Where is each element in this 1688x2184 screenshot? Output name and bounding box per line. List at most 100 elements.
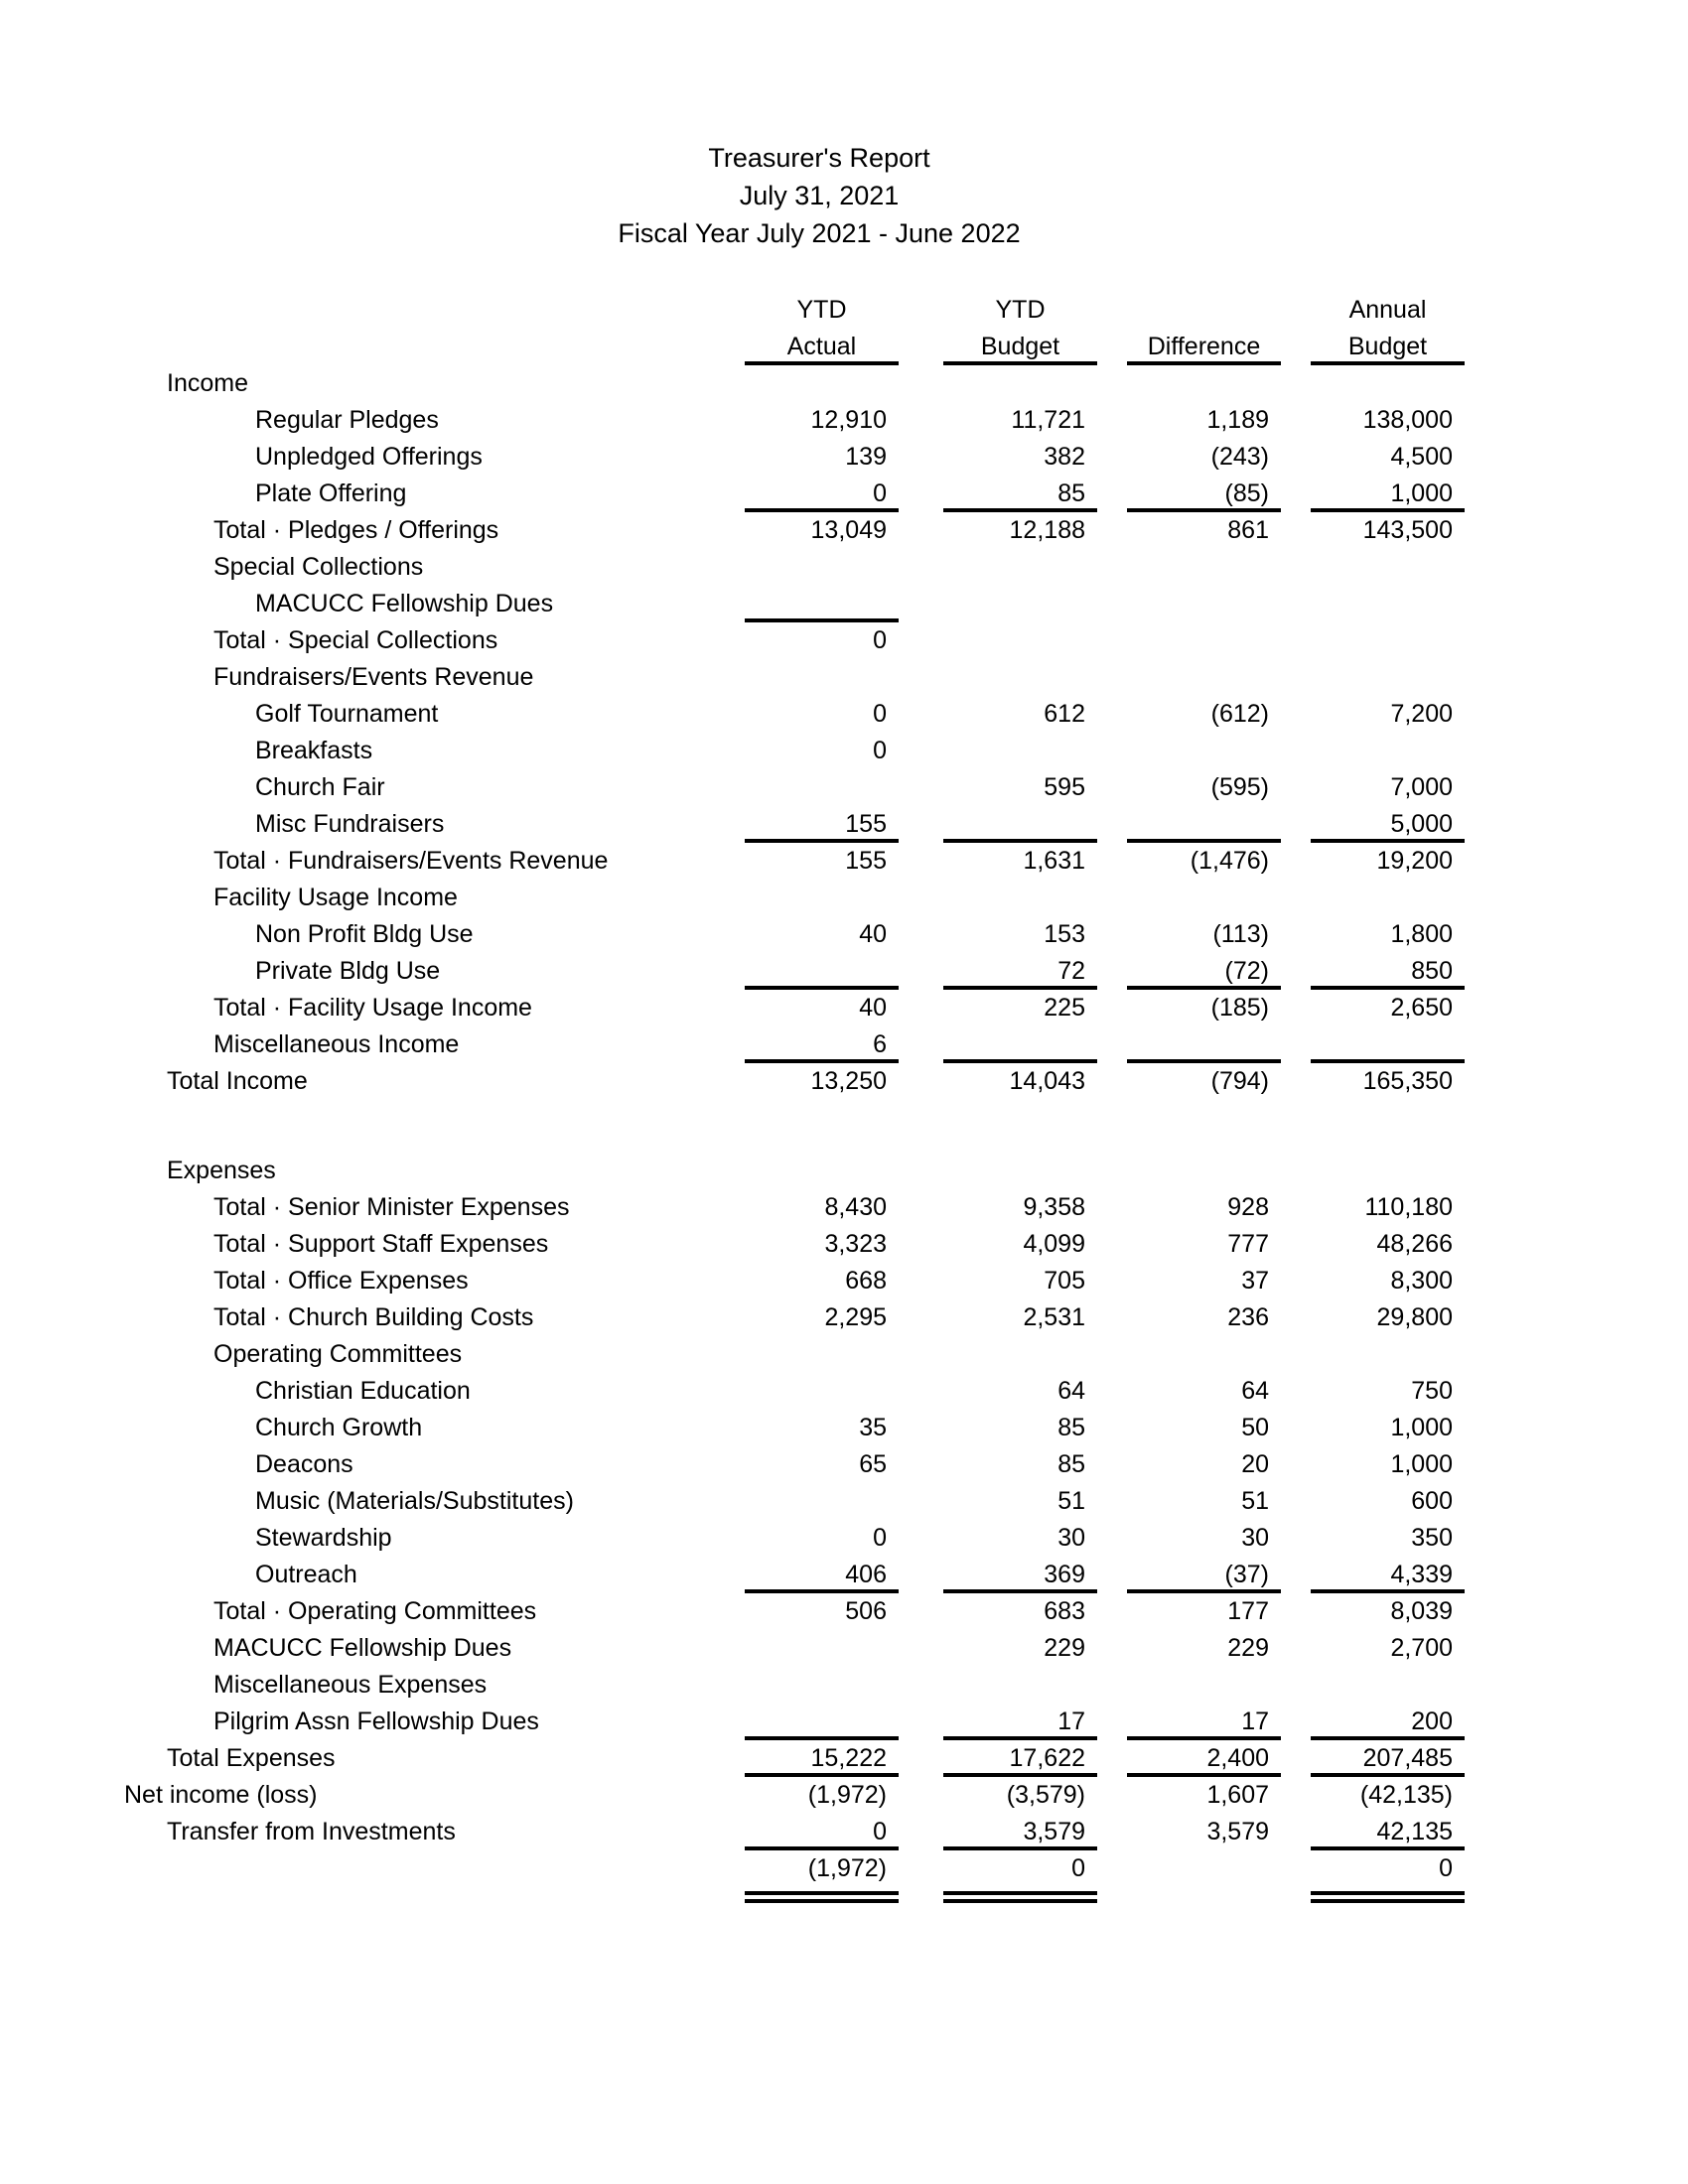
cell-value: 1,189 xyxy=(1206,406,1269,434)
table-cell: 138,000 xyxy=(1281,402,1465,439)
cell-value: 85 xyxy=(1057,1414,1085,1441)
table-cell: 1,631 xyxy=(899,843,1097,880)
table-cell: 0 xyxy=(700,733,899,769)
cell-value xyxy=(943,1026,1097,1063)
table-cell xyxy=(899,622,1097,659)
table-row: Church Growth 35 85 50 1,000 xyxy=(124,1410,1465,1446)
cell-value: (1,972) xyxy=(807,1854,887,1882)
table-cell: (1,476) xyxy=(1097,843,1281,880)
table-row: Unpledged Offerings 139 382 (243) 4,500 xyxy=(124,439,1465,476)
report-fiscal-year: Fiscal Year July 2021 - June 2022 xyxy=(618,218,1021,248)
cell-value xyxy=(1311,880,1465,916)
cell-value xyxy=(745,1336,899,1373)
cell-value: 229 xyxy=(1227,1634,1269,1662)
table-row: Private Bldg Use 72 (72) 850 xyxy=(124,953,1465,990)
table-cell xyxy=(700,659,899,696)
table-cell: 668 xyxy=(700,1263,899,1299)
cell-value: 3,579 xyxy=(1206,1818,1269,1845)
table-row: Miscellaneous Expenses xyxy=(124,1667,1465,1704)
table-cell: 683 xyxy=(899,1593,1097,1630)
cell-value xyxy=(745,549,899,586)
cell-value xyxy=(1127,1336,1281,1373)
table-cell: 3,579 xyxy=(899,1814,1097,1850)
table-cell xyxy=(899,1026,1097,1063)
table-cell xyxy=(1097,1887,1281,1903)
table-cell: 17 xyxy=(1097,1704,1281,1740)
cell-value: 13,049 xyxy=(810,516,887,544)
cell-value xyxy=(1311,1153,1465,1189)
column-header-ytd-actual-top: YTD xyxy=(796,296,847,324)
table-cell xyxy=(1097,806,1281,843)
table-cell: 2,400 xyxy=(1097,1740,1281,1777)
cell-value: 64 xyxy=(1057,1377,1085,1405)
cell-value xyxy=(1127,806,1281,843)
cell-value xyxy=(1311,549,1465,586)
cell-value: (595) xyxy=(1210,773,1269,801)
table-row: Total · Facility Usage Income 40 225 (185) 2… xyxy=(124,990,1465,1026)
cell-value: 8,039 xyxy=(1390,1597,1453,1625)
table-row: Breakfasts 0 xyxy=(124,733,1465,769)
row-label: Total · Special Collections xyxy=(213,626,498,654)
column-header-ytd-budget-top: YTD xyxy=(995,296,1046,324)
table-cell: 155 xyxy=(700,843,899,880)
table-cell xyxy=(700,1373,899,1410)
cell-value: 0 xyxy=(873,737,887,764)
table-cell: 143,500 xyxy=(1281,512,1465,549)
cell-value: 0 xyxy=(873,1524,887,1552)
cell-value xyxy=(943,586,1097,622)
table-cell: Actual xyxy=(700,329,899,365)
cell-value: 3,323 xyxy=(824,1230,887,1258)
table-cell: 20 xyxy=(1097,1446,1281,1483)
cell-value: 6 xyxy=(745,1026,899,1063)
table-row: Pilgrim Assn Fellowship Dues 17 17 200 xyxy=(124,1704,1465,1740)
cell-value: 17,622 xyxy=(943,1740,1097,1777)
table-cell xyxy=(1281,1026,1465,1063)
table-cell: (185) xyxy=(1097,990,1281,1026)
table-cell: 8,430 xyxy=(700,1189,899,1226)
cell-value: 42,135 xyxy=(1311,1814,1465,1850)
table-cell: 2,531 xyxy=(899,1299,1097,1336)
table-row: Total · Church Building Costs 2,295 2,531 2… xyxy=(124,1299,1465,1336)
table-row: Outreach 406 369 (37) 4,339 xyxy=(124,1557,1465,1593)
row-label: Fundraisers/Events Revenue xyxy=(213,663,534,691)
cell-value: 861 xyxy=(1227,516,1269,544)
table-row: Miscellaneous Income 6 xyxy=(124,1026,1465,1063)
column-header-annual-top: Annual xyxy=(1348,296,1427,324)
cell-value: (1,972) xyxy=(807,1781,887,1809)
table-cell xyxy=(700,549,899,586)
table-cell: 64 xyxy=(1097,1373,1281,1410)
row-label: Total · Senior Minister Expenses xyxy=(213,1193,570,1221)
report-date: July 31, 2021 xyxy=(739,181,900,210)
table-cell: 0 xyxy=(700,1520,899,1557)
cell-value: 177 xyxy=(1227,1597,1269,1625)
cell-value: 4,099 xyxy=(1023,1230,1085,1258)
table-cell: 6 xyxy=(700,1026,899,1063)
double-rule-row xyxy=(124,1887,1465,1903)
table-cell xyxy=(1097,292,1281,329)
table-cell: Budget xyxy=(1281,329,1465,365)
row-label: Income xyxy=(167,369,248,397)
table-row: Total Income 13,250 14,043 (794) 165,350 xyxy=(124,1063,1465,1100)
table-cell: 85 xyxy=(899,1410,1097,1446)
table-row: Total · Support Staff Expenses 3,323 4,099… xyxy=(124,1226,1465,1263)
table-cell: 861 xyxy=(1097,512,1281,549)
cell-value: 4,339 xyxy=(1311,1557,1465,1593)
cell-value xyxy=(943,1336,1097,1373)
cell-value: 1,631 xyxy=(1023,847,1085,875)
table-cell: 1,607 xyxy=(1097,1777,1281,1814)
cell-value xyxy=(1127,622,1281,659)
table-cell xyxy=(1281,365,1465,402)
table-cell: Budget xyxy=(899,329,1097,365)
cell-value: 110,180 xyxy=(1364,1193,1453,1221)
table-cell: 9,358 xyxy=(899,1189,1097,1226)
cell-value xyxy=(745,1667,899,1704)
table-cell: 777 xyxy=(1097,1226,1281,1263)
table-cell: 600 xyxy=(1281,1483,1465,1520)
table-cell xyxy=(700,1887,899,1903)
cell-value xyxy=(1127,365,1281,402)
row-label: Total · Church Building Costs xyxy=(213,1303,534,1331)
table-cell xyxy=(700,1153,899,1189)
cell-value: 207,485 xyxy=(1311,1740,1465,1777)
row-label: Outreach xyxy=(255,1561,357,1588)
table-row: Net income (loss) (1,972) (3,579) 1,607 (42,… xyxy=(124,1777,1465,1814)
